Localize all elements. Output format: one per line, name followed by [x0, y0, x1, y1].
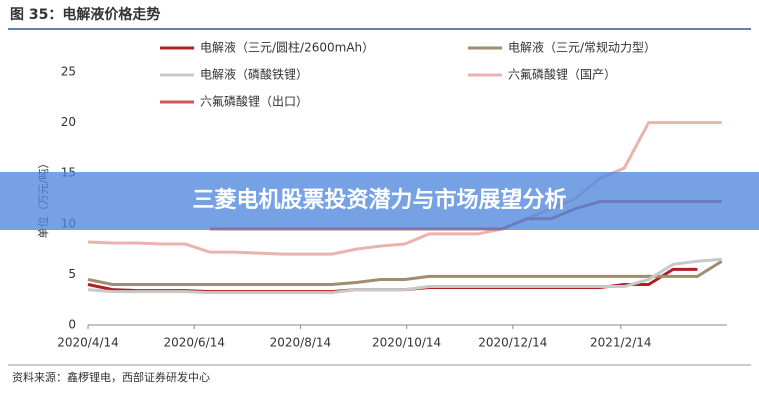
- x-tick-label: 2020/12/14: [478, 336, 547, 350]
- legend-label: 六氟磷酸锂（出口）: [200, 94, 308, 109]
- series-line: [87, 121, 722, 256]
- series-line: [87, 257, 722, 295]
- x-tick-label: 2020/4/14: [57, 336, 119, 350]
- series-line: [87, 259, 723, 287]
- chart-title: 图 35：电解液价格走势: [10, 6, 160, 23]
- y-tick-label: 20: [61, 115, 76, 129]
- legend-label: 六氟磷酸锂（国产）: [508, 67, 616, 82]
- legend-label: 电解液（三元/常规动力型）: [508, 40, 656, 55]
- y-tick-label: 25: [61, 65, 76, 79]
- x-tick-label: 2020/10/14: [372, 336, 441, 350]
- x-tick-label: 2021/2/14: [590, 336, 652, 350]
- legend-label: 电解液（三元/圆柱/2600mAh）: [200, 40, 374, 55]
- source: 资料来源：鑫椤锂电，西部证券研发中心: [12, 370, 210, 384]
- banner: 三菱电机股票投资潜力与市场展望分析: [0, 172, 759, 230]
- y-tick-label: 5: [68, 267, 76, 281]
- legend-label: 电解液（磷酸铁锂）: [200, 67, 308, 82]
- x-tick-label: 2020/6/14: [163, 336, 225, 350]
- x-tick-label: 2020/8/14: [270, 336, 332, 350]
- y-tick-label: 0: [68, 318, 76, 332]
